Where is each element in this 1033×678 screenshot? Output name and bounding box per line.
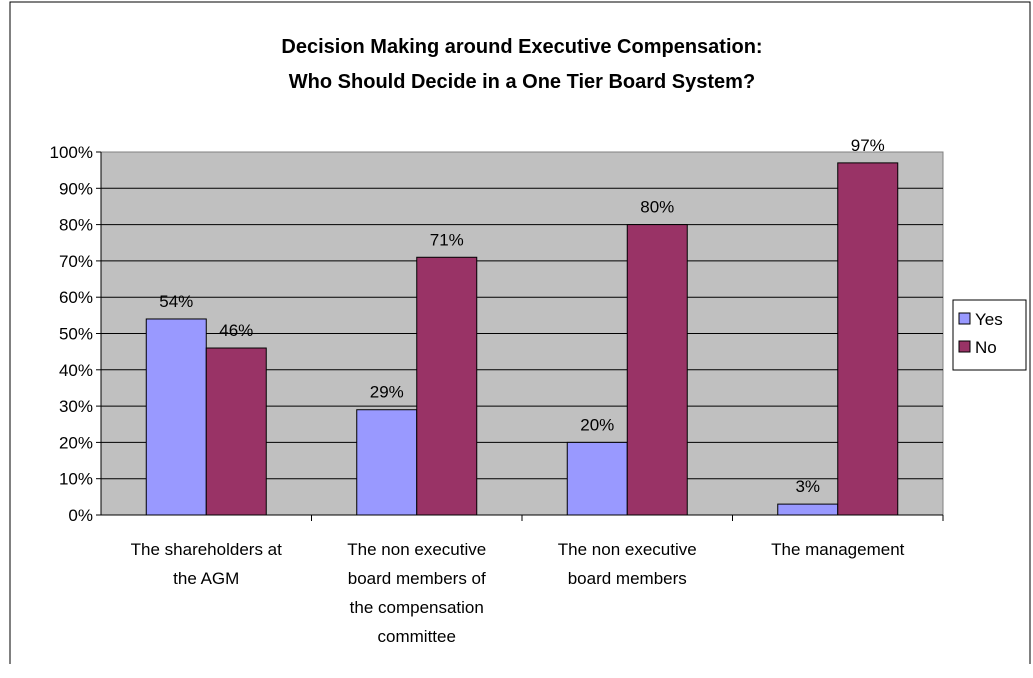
data-label-yes: 20% (580, 415, 614, 434)
legend-label-no: No (975, 338, 997, 357)
category-label: board members (568, 569, 687, 588)
data-label-yes: 29% (370, 383, 404, 402)
legend: Yes No (952, 299, 1027, 371)
data-label-yes: 3% (795, 477, 820, 496)
data-label-no: 80% (640, 198, 674, 217)
category-label: board members of (348, 569, 486, 588)
chart-frame (9, 1, 1031, 664)
data-label-no: 97% (851, 136, 885, 155)
y-tick-label: 0% (68, 506, 93, 525)
data-label-yes: 54% (159, 292, 193, 311)
legend-swatch-no (958, 340, 971, 353)
legend-box (952, 299, 1027, 371)
chart-title-line-2: Who Should Decide in a One Tier Board Sy… (289, 71, 755, 93)
bar-no (416, 256, 478, 516)
y-tick-label: 30% (59, 397, 93, 416)
bar-yes (356, 409, 418, 516)
bar-no (205, 347, 267, 516)
data-label-no: 46% (219, 321, 253, 340)
bar-no (837, 162, 899, 516)
bar-no (626, 224, 688, 516)
category-label: the AGM (173, 569, 239, 588)
data-label-no: 71% (430, 230, 464, 249)
y-tick-label: 90% (59, 179, 93, 198)
category-label: The shareholders at (131, 540, 282, 559)
category-label: The non executive (347, 540, 486, 559)
y-tick-label: 60% (59, 288, 93, 307)
bar-yes (566, 441, 628, 516)
plot-area: 0% 10% 20% 30% 40% 50% 60% 70% 80% 90% 100% 54% 46% T… (50, 136, 944, 646)
y-tick-label: 10% (59, 470, 93, 489)
category-label: The management (771, 540, 905, 559)
category-label: The non executive (558, 540, 697, 559)
category-label: committee (378, 627, 456, 646)
y-tick-label: 50% (59, 325, 93, 344)
category-label: the compensation (350, 598, 484, 617)
y-tick-label: 70% (59, 252, 93, 271)
y-tick-label: 80% (59, 216, 93, 235)
y-tick-label: 40% (59, 361, 93, 380)
chart-title-line-1: Decision Making around Executive Compens… (281, 36, 762, 58)
legend-swatch-yes (958, 312, 971, 325)
legend-label-yes: Yes (975, 310, 1003, 329)
bar-yes (145, 318, 207, 516)
y-tick-label: 100% (50, 143, 93, 162)
y-tick-label: 20% (59, 433, 93, 452)
bar-yes (777, 503, 839, 516)
